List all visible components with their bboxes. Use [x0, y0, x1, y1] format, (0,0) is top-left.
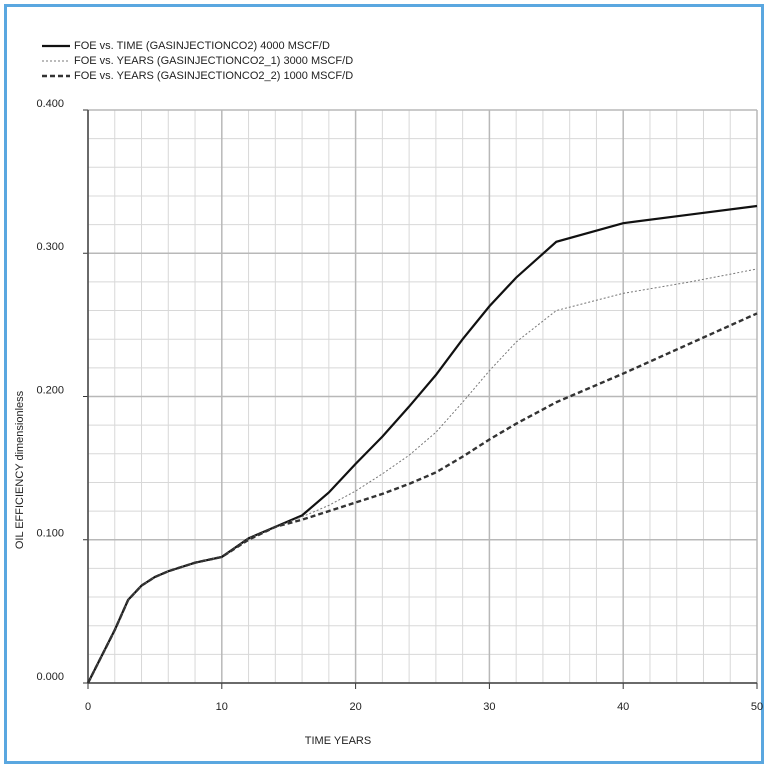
- legend-text: FOE vs. TIME (GASINJECTIONCO2) 4000 MSCF…: [74, 40, 330, 52]
- x-tick-label: 0: [85, 701, 91, 713]
- y-tick-label: 0.000: [36, 671, 64, 683]
- y-tick-label: 0.400: [36, 98, 64, 110]
- series-line: [86, 312, 758, 684]
- y-tick-label: 0.200: [36, 384, 64, 396]
- series-line: [87, 268, 758, 684]
- legend-text: FOE vs. YEARS (GASINJECTIONCO2_2) 1000 M…: [74, 70, 353, 82]
- series-line: [87, 204, 758, 684]
- x-tick-label: 20: [349, 701, 361, 713]
- x-tick-label: 40: [617, 701, 629, 713]
- y-tick-label: 0.300: [36, 241, 64, 253]
- x-tick-label: 50: [751, 701, 763, 713]
- x-tick-label: 10: [216, 701, 228, 713]
- y-tick-label: 0.100: [36, 528, 64, 540]
- legend-text: FOE vs. YEARS (GASINJECTIONCO2_1) 3000 M…: [74, 55, 353, 67]
- frame: [4, 4, 764, 764]
- y-axis-label: OIL EFFICIENCY dimensionless: [14, 390, 26, 549]
- x-tick-label: 30: [483, 701, 495, 713]
- x-axis-label: TIME YEARS: [305, 735, 371, 747]
